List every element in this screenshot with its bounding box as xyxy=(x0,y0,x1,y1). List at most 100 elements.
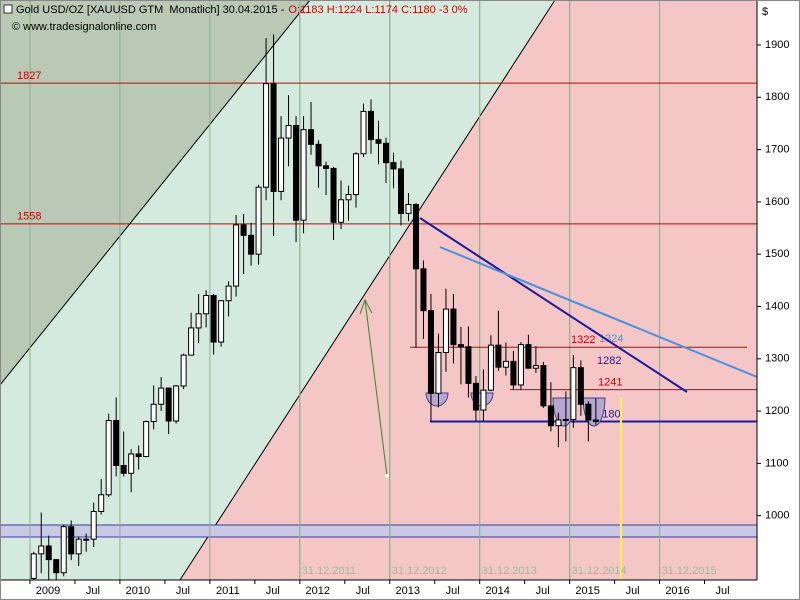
candle-body xyxy=(382,142,389,164)
y-tick-label: 1900 xyxy=(765,39,789,51)
candle-body xyxy=(360,110,367,155)
candle-body xyxy=(218,300,225,343)
trend-line xyxy=(419,217,688,393)
candle-body xyxy=(90,510,97,540)
candle-body xyxy=(540,365,547,407)
candle-body xyxy=(180,354,187,387)
candle-body xyxy=(98,494,105,512)
candle-body xyxy=(285,125,292,139)
date-marker-label: 31.12.2011 xyxy=(302,565,356,577)
y-tick-label: 1300 xyxy=(765,353,789,365)
candle-body xyxy=(412,203,419,270)
y-tick-label: 1200 xyxy=(765,405,789,417)
x-tick-label: Jul xyxy=(176,585,190,597)
candle-body xyxy=(435,351,442,394)
date-marker-label: 31.12.2015 xyxy=(662,565,717,577)
candle-body xyxy=(592,419,599,423)
candle-body xyxy=(562,418,569,421)
candle-body xyxy=(427,310,434,394)
candle-body xyxy=(555,419,562,427)
y-unit: $ xyxy=(762,6,768,18)
candle-body xyxy=(480,389,487,411)
candle-body xyxy=(75,538,82,555)
candle-body xyxy=(345,194,352,201)
candle-body xyxy=(293,125,300,221)
candle-body xyxy=(135,453,142,458)
candle-body xyxy=(517,344,524,386)
candle-body xyxy=(188,327,195,356)
x-tick-label: 2011 xyxy=(216,585,240,597)
candle-body xyxy=(450,308,457,346)
chart-title: Gold USD/OZ [XAUUSD GTM Monatlich] 30.04… xyxy=(16,4,285,16)
candle-body xyxy=(300,129,307,221)
axes: 1000 1100 1200 1300 1400 1500 1600 1700 1800 1900… xyxy=(29,39,789,597)
candle-body xyxy=(510,360,517,386)
candle-body xyxy=(270,83,277,192)
x-tick-label: Jul xyxy=(356,585,370,597)
level-label: 1241 xyxy=(598,377,622,389)
candle-body xyxy=(240,224,247,236)
candle-body xyxy=(173,385,180,422)
candle-body xyxy=(278,137,285,192)
y-tick-label: 1400 xyxy=(765,300,789,312)
support-band xyxy=(0,524,758,538)
x-tick-label: 2013 xyxy=(396,585,420,597)
candle-body xyxy=(323,165,330,169)
x-tick-label: 2009 xyxy=(36,585,60,597)
level-label: 1827 xyxy=(17,70,41,82)
candles xyxy=(30,34,599,600)
candle-body xyxy=(577,367,584,405)
candle-body xyxy=(68,526,75,555)
candle-body xyxy=(158,387,165,405)
candle-body xyxy=(165,387,172,422)
x-tick-label: Jul xyxy=(446,585,460,597)
y-tick-label: 1800 xyxy=(765,91,789,103)
candle-body xyxy=(375,139,382,144)
candle-body xyxy=(38,545,45,555)
candle-body xyxy=(60,526,67,574)
plot-background xyxy=(0,0,758,581)
candle-body xyxy=(308,129,315,145)
candle-body xyxy=(128,453,135,474)
candle-body xyxy=(150,403,157,423)
candle-body xyxy=(315,143,322,167)
arrow-head xyxy=(359,298,373,315)
y-tick-label: 1500 xyxy=(765,248,789,260)
candle-body xyxy=(255,186,262,255)
candle-body xyxy=(397,168,404,214)
x-tick-label: Jul xyxy=(716,585,730,597)
candle-body xyxy=(585,403,592,421)
candle-body xyxy=(532,365,539,369)
candle-body xyxy=(570,367,577,420)
level-label: 1324 xyxy=(599,333,623,345)
candle-body xyxy=(53,559,60,574)
y-tick-label: 1000 xyxy=(765,510,789,522)
candle-body xyxy=(143,421,150,458)
candle-body xyxy=(353,153,360,196)
arrow-anchor xyxy=(385,474,389,478)
candle-body xyxy=(442,308,449,353)
channel-line xyxy=(0,0,311,386)
chart-subtitle: O:1183 H:1224 L:1174 C:1180 -3 0% xyxy=(288,4,467,16)
date-marker-label: 31.12.2013 xyxy=(482,565,537,577)
candle-body xyxy=(420,268,427,312)
x-axis-area xyxy=(0,580,800,600)
candle-body xyxy=(338,199,345,223)
candle-body xyxy=(30,553,37,579)
x-tick-label: 2010 xyxy=(126,585,150,597)
candle-body xyxy=(248,234,255,255)
level-label: 1282 xyxy=(597,355,621,367)
candle-body xyxy=(368,110,375,141)
candle-body xyxy=(45,545,52,561)
y-axis-area xyxy=(757,0,800,600)
y-tick-label: 1100 xyxy=(765,457,789,469)
x-tick-label: 2012 xyxy=(306,585,330,597)
x-tick-label: Jul xyxy=(86,585,100,597)
candle-body xyxy=(487,344,494,391)
candle-body xyxy=(203,294,210,315)
x-tick-label: Jul xyxy=(536,585,550,597)
candle-body xyxy=(495,344,502,368)
level-label: 1558 xyxy=(17,211,41,223)
y-tick-label: 1600 xyxy=(765,196,789,208)
candle-body xyxy=(105,419,112,496)
